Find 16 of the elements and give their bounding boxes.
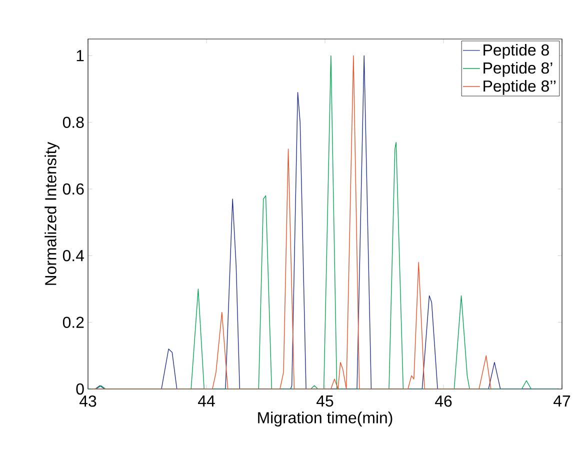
x-axis-title: Migration time(min): [258, 412, 392, 427]
y-tick-label: 1: [76, 50, 84, 62]
x-tick-label: 46: [435, 396, 452, 407]
legend-label: Peptide 8’: [484, 62, 552, 77]
y-tick-label: 0.2: [62, 316, 84, 328]
y-tick-label: 0.4: [62, 250, 84, 262]
x-tick-label: 44: [198, 396, 215, 406]
legend-label: Peptide 8’’: [484, 80, 556, 95]
y-axis-title: Normalized Intensity: [44, 142, 60, 285]
x-tick-label: 47: [554, 396, 570, 406]
y-tick-label: 0.8: [62, 116, 84, 128]
legend-label: Peptide 8: [484, 44, 549, 59]
x-tick-label: 43: [79, 396, 96, 407]
y-tick-label: 0: [76, 383, 84, 395]
y-tick-label: 0.6: [62, 183, 84, 195]
x-tick-label: 45: [316, 396, 334, 407]
